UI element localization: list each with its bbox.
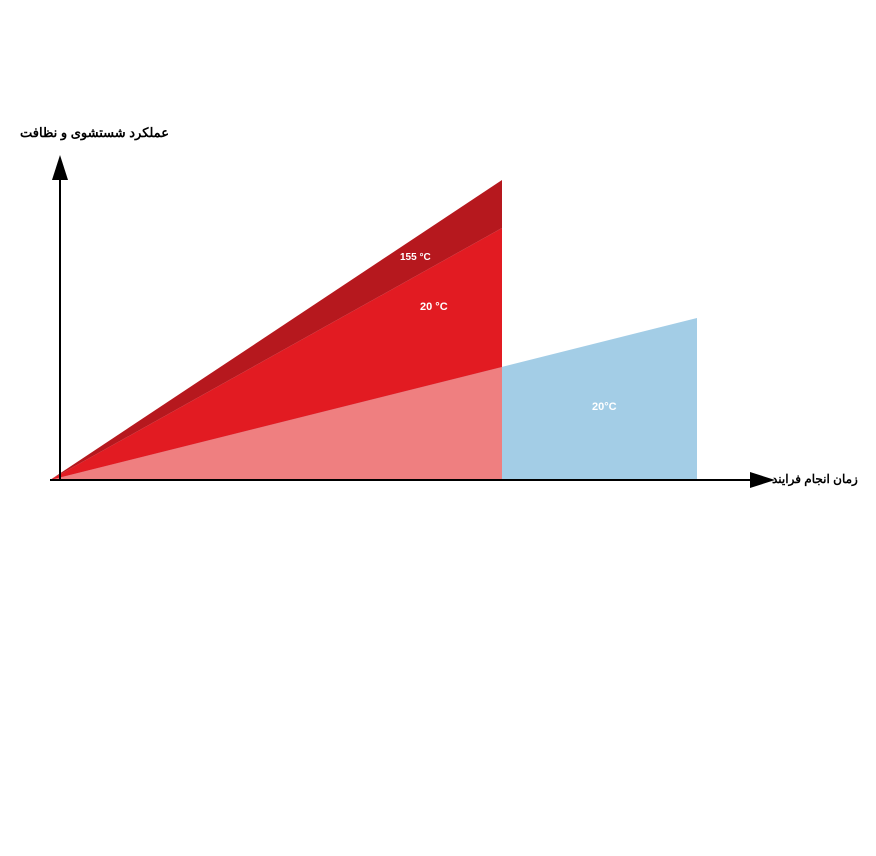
y-axis-label: عملکرد شستشوی و نظافت (20, 125, 169, 141)
region-label-red-20c: 20 °C (420, 301, 448, 313)
x-axis-label: زمان انجام فرایند (772, 472, 858, 486)
region-label-dark-red-155c: 155 °C (400, 252, 431, 263)
region-label-blue-20c: 20°C (592, 401, 617, 413)
chart-container: { "chart": { "type": "area", "background… (0, 0, 876, 856)
